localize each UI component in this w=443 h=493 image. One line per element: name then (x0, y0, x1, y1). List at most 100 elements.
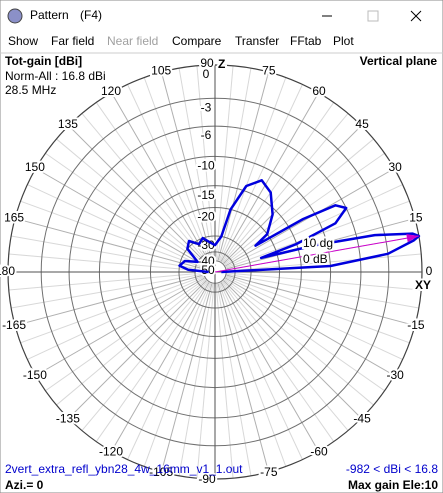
spoke (45, 152, 206, 266)
spoke (226, 272, 422, 291)
spoke (196, 65, 215, 261)
spoke (56, 279, 207, 406)
spoke (225, 276, 403, 360)
spoke (221, 281, 335, 442)
spoke (35, 168, 205, 267)
spoke (20, 200, 204, 269)
max-gain-angle: 10 dg (303, 236, 333, 250)
spoke (27, 276, 205, 360)
spoke (220, 282, 319, 452)
frequency: 28.5 MHz (5, 83, 56, 97)
spoke (226, 274, 416, 327)
spoke (217, 71, 270, 261)
spoke (223, 125, 362, 264)
spoke (127, 282, 211, 460)
menu-item[interactable]: Show (8, 34, 38, 48)
ring-label: -50 (197, 263, 215, 277)
angle-label: -30 (386, 368, 404, 382)
spoke (14, 217, 204, 270)
spoke (127, 84, 211, 262)
ring-label: -20 (197, 210, 215, 224)
angle-label: 0 (426, 264, 433, 278)
max-gain-line (214, 235, 419, 273)
spoke (222, 280, 349, 431)
gain-pattern (178, 179, 421, 274)
spoke (20, 275, 204, 344)
file-name: 2vert_extra_refl_ybn28_4w_16mm_v1_1.out (5, 462, 243, 476)
z-axis-label: Z (218, 57, 225, 71)
ring-label: 0 (203, 67, 210, 81)
spoke (226, 273, 419, 309)
spoke (160, 283, 213, 473)
menu-item[interactable]: FFtab (290, 34, 322, 48)
spoke (226, 275, 410, 344)
max-gain-db: 0 dB (303, 252, 328, 266)
spoke (224, 152, 385, 266)
menu-item[interactable]: Near field (107, 34, 158, 48)
angle-label: -90 (198, 472, 216, 486)
spoke (178, 68, 214, 261)
angle-label: 45 (355, 117, 369, 131)
spoke (219, 282, 303, 460)
angle-label: -105 (149, 465, 173, 479)
spoke (220, 92, 319, 262)
angle-label: -165 (2, 318, 26, 332)
menu-item[interactable]: Far field (51, 34, 94, 48)
menu-bar: Show Far field Near field Compare Transfer FF… (8, 34, 354, 48)
max-gain: Max gain Ele:10 (348, 478, 438, 492)
angle-label: 165 (4, 210, 24, 224)
angle-label: -15 (407, 318, 425, 332)
spoke (11, 273, 204, 309)
angle-label: 15 (409, 210, 423, 224)
max-gain-arrow (406, 234, 419, 243)
spoke (196, 283, 215, 479)
ring-label: -40 (197, 254, 215, 268)
menu-item[interactable]: Plot (333, 34, 354, 48)
angle-label: 180 (0, 264, 15, 278)
ring-label: -15 (197, 188, 215, 202)
spoke (225, 277, 395, 376)
angle-label: -75 (260, 465, 278, 479)
spoke (35, 277, 205, 376)
spoke (143, 77, 212, 261)
spoke (143, 283, 212, 467)
angle-label: 105 (151, 63, 171, 77)
angle-label: 120 (101, 84, 121, 98)
spoke (95, 281, 209, 442)
angle-label: 30 (388, 160, 402, 174)
spoke (81, 113, 208, 264)
spoke (68, 280, 207, 419)
spoke (218, 283, 287, 467)
spoke (8, 272, 204, 291)
spoke (95, 102, 209, 263)
spoke (217, 283, 270, 473)
menu-item[interactable]: Compare (172, 34, 222, 48)
angle-label: 150 (25, 160, 45, 174)
spoke (45, 278, 206, 392)
close-button[interactable] (410, 10, 422, 22)
spoke (226, 253, 422, 272)
spoke (8, 253, 204, 272)
maximize-button[interactable] (367, 10, 379, 22)
ring-label: -3 (201, 100, 212, 114)
spoke (223, 138, 374, 265)
angle-label: 60 (312, 84, 326, 98)
spoke (223, 279, 374, 406)
plane: Vertical plane (360, 54, 438, 68)
spoke (216, 283, 252, 476)
window-title: Pattern (30, 8, 69, 22)
spoke (222, 113, 349, 264)
spoke (56, 138, 207, 265)
app-icon (7, 8, 23, 24)
spoke (81, 280, 208, 431)
spoke (14, 274, 204, 327)
spoke (225, 184, 403, 268)
spoke (215, 65, 234, 261)
spoke (216, 68, 252, 261)
angle-label: 75 (262, 63, 276, 77)
spoke (111, 282, 210, 452)
gain-range: -982 < dBi < 16.8 (346, 462, 438, 476)
window-shortcut: (F4) (80, 8, 102, 22)
menu-item[interactable]: Transfer (235, 34, 279, 48)
ring-label: -10 (197, 159, 215, 173)
